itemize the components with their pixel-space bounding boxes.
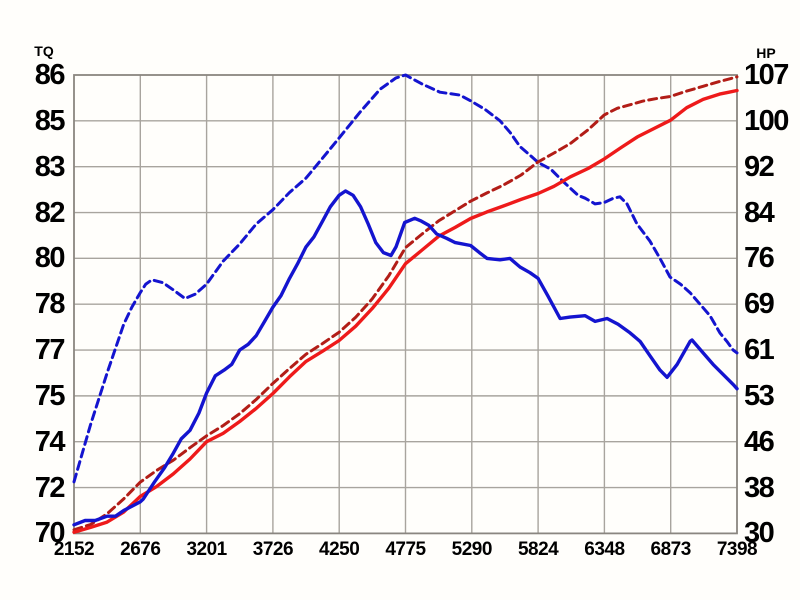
tick-label: 30 (744, 517, 775, 550)
tick-label: 86 (34, 59, 66, 91)
left-axis-title: TQ (34, 43, 54, 59)
tick-label: 75 (34, 379, 66, 412)
tick-label: 3201 (186, 539, 227, 560)
tick-label: 77 (34, 334, 66, 367)
tick-label: 85 (34, 104, 66, 137)
right-axis-title: HP (756, 45, 776, 61)
tick-label: 69 (744, 288, 775, 321)
tick-label: 74 (34, 425, 66, 458)
tick-label: 2152 (53, 539, 95, 560)
tick-label: 82 (34, 196, 66, 229)
tick-label: 70 (34, 517, 66, 550)
tick-label: 38 (744, 471, 775, 504)
tick-label: 4250 (319, 539, 360, 560)
tick-label: 107 (744, 59, 789, 91)
tick-label: 5824 (517, 539, 559, 560)
tick-label: 46 (744, 425, 775, 458)
tick-label: 53 (744, 379, 775, 412)
tick-label: 61 (744, 334, 775, 367)
tick-label: 4775 (385, 539, 426, 560)
tick-label: 6873 (650, 539, 692, 560)
tick-label: 3726 (252, 539, 294, 560)
tick-label: 100 (744, 104, 789, 137)
tick-label: 6348 (584, 539, 625, 560)
tick-label: 78 (34, 288, 66, 321)
tick-label: 7398 (716, 539, 758, 560)
tick-label: 72 (34, 471, 66, 504)
tick-label: 80 (34, 242, 66, 275)
tick-label: 2676 (120, 539, 161, 560)
tick-label: 92 (744, 150, 775, 183)
tick-label: 83 (34, 150, 66, 183)
tick-label: 76 (744, 242, 775, 275)
tick-label: 84 (744, 196, 775, 229)
tick-label: 5290 (451, 539, 493, 560)
